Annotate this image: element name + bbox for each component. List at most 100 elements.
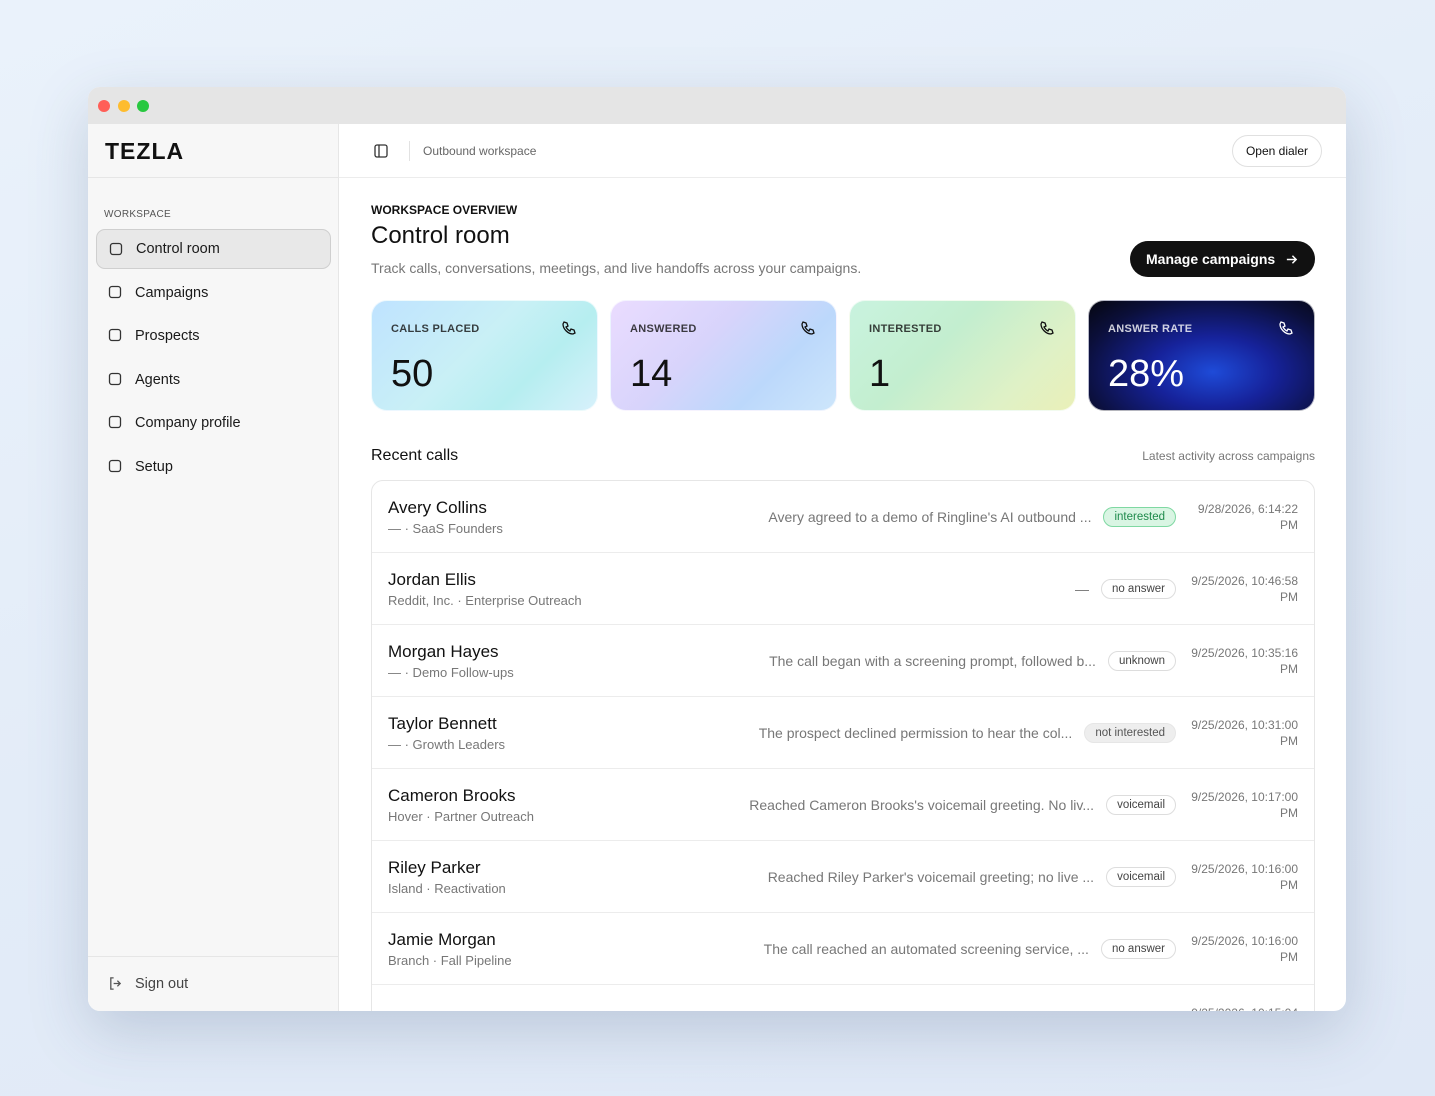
nav-icon <box>109 242 123 256</box>
stat-label: ANSWER RATE <box>1108 323 1193 335</box>
prospect-name: Cameron Brooks <box>388 785 516 805</box>
nav-item[interactable]: Prospects <box>96 316 331 356</box>
sidebar-toggle[interactable] <box>374 144 388 158</box>
call-time: 9/25/2026, 10:15:04 PM <box>1176 1005 1298 1012</box>
page-subtitle: Track calls, conversations, meetings, an… <box>371 260 862 276</box>
call-row[interactable]: Jamie Morgan Branch · Fall Pipeline The ca… <box>372 913 1314 985</box>
sign-out[interactable]: Sign out <box>88 956 338 1011</box>
prospect: Taylor Bennett — · Growth Leaders <box>388 714 708 752</box>
maximize-button[interactable] <box>137 100 149 112</box>
prospect: Casey Sullivan <box>388 1011 708 1012</box>
button-label: Manage campaigns <box>1146 251 1276 267</box>
nav-item[interactable]: Company profile <box>96 403 331 443</box>
status-pill: no answer <box>1100 578 1176 599</box>
status-pill: not interested <box>1084 722 1176 743</box>
nav-icon <box>108 459 122 472</box>
app-window: TEZLA WORKSPACE Sign out Control room Cam… <box>88 87 1346 1011</box>
breadcrumb: Outbound workspace <box>423 144 537 158</box>
nav-item[interactable]: Setup <box>96 447 331 487</box>
call-time: 9/25/2026, 10:46:58 PM <box>1191 573 1298 604</box>
stat-label: CALLS PLACED <box>391 323 480 335</box>
prospect-meta: — · Growth Leaders <box>388 736 506 752</box>
card-icon <box>1040 321 1054 335</box>
brand: TEZLA <box>105 138 185 164</box>
section-label: WORKSPACE <box>104 209 171 220</box>
open-dialer-button[interactable]: Open dialer <box>1231 135 1322 167</box>
call-time: 9/25/2026, 10:35:16 PM <box>1191 645 1298 676</box>
call-row[interactable]: Morgan Hayes — · Demo Follow-ups The call … <box>372 625 1314 697</box>
call-time: 9/25/2026, 10:16:00 PM <box>1191 861 1298 892</box>
nav-label: Company profile <box>135 415 241 431</box>
call-row[interactable]: Riley Parker Island · Reactivation Reached… <box>372 841 1314 913</box>
call-row[interactable]: Avery Collins — · SaaS Founders Avery agre… <box>372 481 1314 553</box>
section-note: Latest activity across campaigns <box>1142 449 1315 463</box>
prospect-name: Casey Sullivan <box>388 1011 708 1012</box>
arrow-icon <box>1287 254 1298 264</box>
sign-out-label: Sign out <box>135 976 189 992</box>
prospect-meta: Hover · Partner Outreach <box>388 808 534 824</box>
stat-card: INTERESTED 1 <box>849 300 1076 411</box>
call-summary: The call reached an automated screening … <box>763 940 1089 957</box>
stat-label: INTERESTED <box>869 323 942 335</box>
manage-campaigns-button[interactable]: Manage campaigns <box>1130 241 1315 277</box>
status-pill: interested <box>1103 506 1176 527</box>
status-pill: unknown <box>1107 650 1176 671</box>
prospect-meta: — · SaaS Founders <box>388 520 503 536</box>
prospect: Jordan Ellis Reddit, Inc. · Enterprise Ou… <box>388 570 708 608</box>
status-pill: no answer <box>1100 938 1176 959</box>
call-summary: The call began with a screening prompt, … <box>769 652 1096 669</box>
eyebrow: WORKSPACE OVERVIEW <box>371 203 518 217</box>
nav-label: Control room <box>136 241 220 257</box>
prospect-name: Morgan Hayes <box>388 641 499 661</box>
top-bar: Outbound workspace Open dialer <box>339 124 1346 178</box>
nav-item[interactable]: Campaigns <box>96 273 331 313</box>
nav-label: Campaigns <box>135 284 209 301</box>
call-summary: The prospect declined permission to hear… <box>758 724 1073 741</box>
nav-icon <box>108 285 122 298</box>
close-button[interactable] <box>98 100 110 112</box>
sidebar: TEZLA WORKSPACE Sign out Control room Cam… <box>88 124 339 1011</box>
sign-out-icon <box>110 977 122 990</box>
call-summary: Reached Riley Parker's voicemail greetin… <box>767 868 1095 885</box>
stat-card: CALLS PLACED 50 <box>371 300 598 411</box>
stat-value: 1 <box>869 353 891 395</box>
page-title: Control room <box>371 222 510 249</box>
status-pill: voicemail <box>1106 794 1176 815</box>
card-icon <box>562 321 576 335</box>
prospect: Cameron Brooks Hover · Partner Outreach <box>388 786 708 824</box>
call-time: 9/28/2026, 6:14:22 PM <box>1197 501 1298 532</box>
call-time: 9/25/2026, 10:16:00 PM <box>1191 933 1298 964</box>
divider <box>88 177 338 178</box>
title-bar <box>88 87 1346 124</box>
nav-label: Setup <box>135 458 173 475</box>
call-summary: — <box>1074 580 1089 597</box>
prospect-name: Riley Parker <box>388 857 481 877</box>
prospect-meta: Reddit, Inc. · Enterprise Outreach <box>388 592 582 608</box>
call-row[interactable]: Taylor Bennett — · Growth Leaders The pros… <box>372 697 1314 769</box>
nav-label: Agents <box>135 371 181 388</box>
prospect-meta: Branch · Fall Pipeline <box>388 952 512 968</box>
stat-label: ANSWERED <box>630 323 697 335</box>
nav-label: Prospects <box>135 328 200 344</box>
section-title: Recent calls <box>371 447 459 464</box>
minimize-button[interactable] <box>118 100 130 112</box>
calls-table: Avery Collins — · SaaS Founders Avery agre… <box>371 480 1315 1011</box>
call-time: 9/25/2026, 10:31:00 PM <box>1191 717 1298 748</box>
call-row[interactable]: Jordan Ellis Reddit, Inc. · Enterprise Ou… <box>372 553 1314 625</box>
call-row[interactable]: Cameron Brooks Hover · Partner Outreach Re… <box>372 769 1314 841</box>
prospect-name: Taylor Bennett <box>388 713 497 733</box>
prospect-meta: — · Demo Follow-ups <box>388 664 514 680</box>
nav-item[interactable]: Agents <box>96 360 331 400</box>
stat-card: ANSWERED 14 <box>610 300 837 411</box>
prospect: Riley Parker Island · Reactivation <box>388 858 708 896</box>
card-icon <box>1279 321 1293 335</box>
nav-item[interactable]: Control room <box>96 229 331 269</box>
call-row[interactable]: Casey Sullivan 9/25/2026, 10:15:04 PM <box>372 985 1314 1012</box>
call-time: 9/25/2026, 10:17:00 PM <box>1191 789 1298 820</box>
prospect: Avery Collins — · SaaS Founders <box>388 498 708 536</box>
stat-value: 28% <box>1108 353 1185 395</box>
stat-card: ANSWER RATE 28% <box>1088 300 1315 411</box>
stat-value: 50 <box>391 353 434 395</box>
call-summary: Avery agreed to a demo of Ringline's AI … <box>768 508 1092 525</box>
